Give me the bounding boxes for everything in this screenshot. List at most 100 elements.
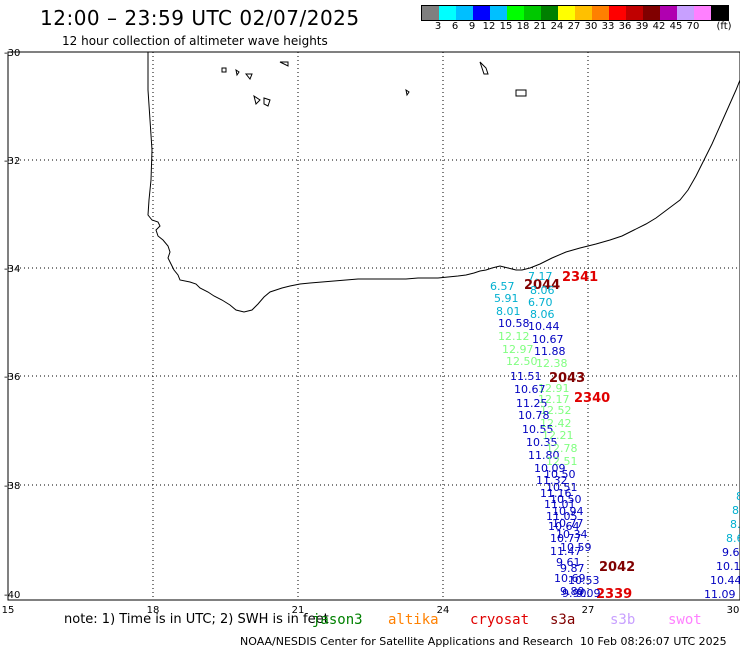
colorbar-label: 18 xyxy=(516,21,530,32)
wave-height-label: 12.78 xyxy=(546,442,578,455)
y-tick-label: -32 xyxy=(4,156,20,167)
wave-height-label: 10.55 xyxy=(522,423,554,436)
wave-height-label: 10.44 xyxy=(710,574,740,587)
timestamp-text: 10 Feb 08:26:07 UTC 2025 xyxy=(580,635,727,648)
colorbar-label: 42 xyxy=(652,21,666,32)
wave-height-label: 12.12 xyxy=(498,330,530,343)
x-tick-label: 21 xyxy=(292,605,305,616)
wave-height-label: 9.87 xyxy=(560,562,585,575)
wave-height-label: 12.17 xyxy=(538,393,570,406)
y-tick-label: -30 xyxy=(4,48,20,59)
colorbar-swatch xyxy=(524,6,541,20)
credit-text: NOAA/NESDIS Center for Satellite Applica… xyxy=(240,635,574,648)
colorbar-swatch xyxy=(456,6,473,20)
wave-height-label: 11.16 xyxy=(540,487,572,500)
wave-height-label: 10.09 xyxy=(534,462,566,475)
wave-height-label: 10.34 xyxy=(556,528,588,541)
wave-height-label: 12.51 xyxy=(546,455,578,468)
wave-height-label: 11.01 xyxy=(544,498,576,511)
colorbar-label: 3 xyxy=(434,21,442,32)
wave-height-label: 7.17 xyxy=(528,270,553,283)
colorbar-swatch xyxy=(558,6,575,20)
colorbar-label: (ft) xyxy=(716,21,732,32)
wave-height-label: 11.80 xyxy=(528,449,560,462)
colorbar-labels: 3 6 9 12 15 18 21 24 27 30 33 36 39 42 45 70 (ft) xyxy=(421,21,740,33)
pass-time-label: 2339 xyxy=(596,587,633,602)
colorbar-label: 36 xyxy=(618,21,632,32)
wave-height-label: 9.67 xyxy=(722,546,740,559)
colorbar-swatch xyxy=(609,6,626,20)
wave-height-label: 10.64 xyxy=(548,520,580,533)
wave-height-label: 11.25 xyxy=(516,397,548,410)
colorbar-swatch xyxy=(541,6,558,20)
x-tick-label: 18 xyxy=(147,605,160,616)
wave-height-label: 10.44 xyxy=(528,320,560,333)
wave-height-label: 10.51 xyxy=(546,481,578,494)
page-title: 12:00 – 23:59 UTC 02/07/2025 xyxy=(40,6,360,30)
y-tick-label: -40 xyxy=(4,590,20,601)
wave-height-label: 11.32 xyxy=(536,474,568,487)
wave-height-label: 10.67 xyxy=(532,333,564,346)
colorbar-swatch xyxy=(422,6,439,20)
y-tick-label: -36 xyxy=(4,372,20,383)
colorbar-label: 6 xyxy=(451,21,459,32)
wave-height-label: 10.50 xyxy=(544,468,576,481)
wave-height-label: 10.15 xyxy=(716,560,740,573)
wave-height-label: 8 xyxy=(736,490,740,503)
wave-height-label: 8.01 xyxy=(496,305,521,318)
colorbar-swatch xyxy=(677,6,694,20)
wave-height-label: 10.69 xyxy=(554,572,586,585)
wave-height-label: 10.78 xyxy=(518,409,550,422)
legend-altika: altika xyxy=(388,612,439,628)
colorbar-swatch xyxy=(694,6,711,20)
wave-height-label: 8.06 xyxy=(530,284,555,297)
wave-height-label: 11.47 xyxy=(550,545,582,558)
pass-time-label: 2341 xyxy=(562,270,599,285)
pass-time-label: 2042 xyxy=(599,560,636,575)
wave-height-label: 9.90 xyxy=(562,587,587,600)
wave-height-label: 6.57 xyxy=(490,280,515,293)
colorbar-label: 15 xyxy=(499,21,513,32)
colorbar-label: 9 xyxy=(468,21,476,32)
wave-height-label: 11.88 xyxy=(534,345,566,358)
pass-time-label: 2043 xyxy=(549,371,586,386)
wave-height-label: 12.97 xyxy=(502,343,534,356)
wave-height-label: 8 xyxy=(732,504,739,517)
colorbar-label: 39 xyxy=(635,21,649,32)
wave-height-label: 12.42 xyxy=(540,417,572,430)
wave-height-label: 5.91 xyxy=(494,292,519,305)
wave-height-label: 11.05 xyxy=(546,510,578,523)
colorbar-label: 70 xyxy=(686,21,700,32)
map-frame xyxy=(7,51,740,601)
x-tick-label: 24 xyxy=(437,605,450,616)
wave-height-label: 12.38 xyxy=(536,357,568,370)
wave-height-label: 10.94 xyxy=(552,505,584,518)
wave-height-label: 10.59 xyxy=(560,541,592,554)
wave-height-label: 9.09 xyxy=(576,587,601,600)
y-tick-label: -38 xyxy=(4,481,20,492)
x-tick-label: 15 xyxy=(2,605,15,616)
colorbar-swatch xyxy=(507,6,524,20)
colorbar-swatch xyxy=(439,6,456,20)
colorbar-swatch xyxy=(490,6,507,20)
colorbar-label: 24 xyxy=(550,21,564,32)
pass-time-label: 2340 xyxy=(574,391,611,406)
wave-height-label: 10.53 xyxy=(568,574,600,587)
wave-height-label: 12.91 xyxy=(538,382,570,395)
wave-height-label: 10.50 xyxy=(550,493,582,506)
wave-height-label: 6.70 xyxy=(528,296,553,309)
wave-height-label: 10.67 xyxy=(514,383,546,396)
colorbar-label: 33 xyxy=(601,21,615,32)
colorbar-swatch xyxy=(660,6,677,20)
colorbar xyxy=(421,5,729,21)
colorbar-swatch xyxy=(473,6,490,20)
islands xyxy=(221,61,527,107)
colorbar-swatch xyxy=(575,6,592,20)
x-tick-label: 27 xyxy=(582,605,595,616)
coastline xyxy=(147,52,740,313)
graticule xyxy=(8,52,740,600)
wave-height-label: 9.89 xyxy=(560,585,585,598)
wave-height-label: 10.77 xyxy=(552,517,584,530)
wave-height-label: 11.09 xyxy=(704,588,736,601)
